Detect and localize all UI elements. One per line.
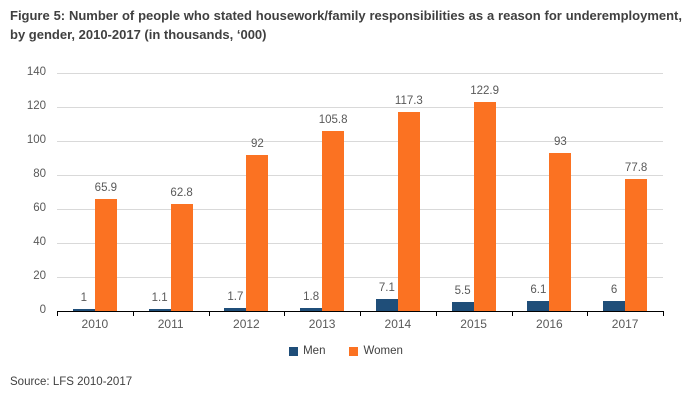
legend-label-men: Men <box>303 345 326 357</box>
y-tick-label-140: 140 <box>26 66 46 78</box>
figure-title: Figure 5: Number of people who stated ho… <box>10 8 682 42</box>
data-label-women-2011: 62.8 <box>170 187 193 200</box>
bar-men-2011 <box>148 309 171 311</box>
bar-men-2012 <box>224 308 247 311</box>
gridline-60 <box>57 209 663 210</box>
y-tick-label-80: 80 <box>33 168 46 180</box>
data-label-men-2017: 6 <box>610 283 618 296</box>
data-label-women-2013: 105.8 <box>318 114 348 127</box>
bar-women-2013 <box>322 131 345 311</box>
x-axis-tick <box>587 311 589 316</box>
legend-marker-men-icon <box>289 346 299 356</box>
x-axis-tick <box>208 311 210 316</box>
gridline-40 <box>57 243 663 244</box>
data-label-men-2011: 1.1 <box>151 292 168 305</box>
data-label-men-2016: 6.1 <box>530 283 547 296</box>
data-label-women-2012: 92 <box>250 137 264 150</box>
bar-men-2014 <box>375 298 398 311</box>
gridline-120 <box>57 107 663 108</box>
legend-item-women: Women <box>349 345 403 357</box>
y-tick-label-0: 0 <box>39 304 46 316</box>
chart-legend: Men Women <box>0 345 692 357</box>
data-label-women-2016: 93 <box>553 135 567 148</box>
x-axis-tick <box>360 311 361 316</box>
bar-men-2015 <box>451 301 474 311</box>
x-axis-tick <box>132 311 134 316</box>
source-note: Source: LFS 2010-2017 <box>10 376 133 388</box>
y-tick-label-60: 60 <box>33 202 46 214</box>
bar-men-2017 <box>603 300 626 311</box>
x-axis-tick <box>435 311 437 316</box>
legend-label-women: Women <box>363 345 403 357</box>
data-label-women-2014: 117.3 <box>394 94 423 107</box>
x-tick-label-2014: 2014 <box>384 317 412 331</box>
data-label-men-2013: 1.8 <box>303 290 320 303</box>
data-label-men-2010: 1 <box>80 292 88 305</box>
data-label-women-2010: 65.9 <box>94 181 118 194</box>
y-tick-label-100: 100 <box>26 134 46 146</box>
data-label-men-2015: 5.5 <box>454 284 471 297</box>
x-tick-label-2013: 2013 <box>308 317 336 331</box>
x-axis-tick <box>284 311 286 316</box>
bar-men-2010 <box>72 309 95 311</box>
bar-men-2013 <box>300 307 323 311</box>
bar-women-2012 <box>246 154 269 311</box>
data-label-men-2014: 7.1 <box>378 281 395 294</box>
gridline-80 <box>57 175 663 176</box>
y-tick-label-40: 40 <box>33 236 46 248</box>
x-tick-label-2012: 2012 <box>233 317 260 331</box>
gridline-20 <box>57 277 663 278</box>
data-label-women-2017: 77.8 <box>624 161 648 174</box>
bar-women-2014 <box>397 111 420 311</box>
x-axis-tick <box>511 311 513 316</box>
x-tick-label-2016: 2016 <box>536 317 563 331</box>
bar-men-2016 <box>527 300 550 311</box>
x-tick-label-2015: 2015 <box>460 317 487 331</box>
y-tick-label-120: 120 <box>26 100 46 112</box>
bar-women-2017 <box>625 178 648 311</box>
gridline-140 <box>57 73 663 74</box>
legend-marker-women-icon <box>349 346 359 356</box>
x-tick-label-2017: 2017 <box>611 317 639 331</box>
legend-item-men: Men <box>289 345 325 357</box>
data-label-men-2012: 1.7 <box>227 291 244 304</box>
x-axis-tick <box>663 311 664 316</box>
x-axis-tick <box>57 311 58 316</box>
bar-women-2016 <box>549 152 572 311</box>
data-label-women-2015: 122.9 <box>470 85 500 98</box>
x-tick-label-2010: 2010 <box>81 317 109 331</box>
gridline-100 <box>57 141 663 142</box>
bar-women-2011 <box>170 204 193 311</box>
bar-women-2010 <box>94 198 117 311</box>
bar-women-2015 <box>473 102 496 311</box>
y-tick-label-20: 20 <box>33 270 46 282</box>
x-tick-label-2011: 2011 <box>157 317 184 331</box>
